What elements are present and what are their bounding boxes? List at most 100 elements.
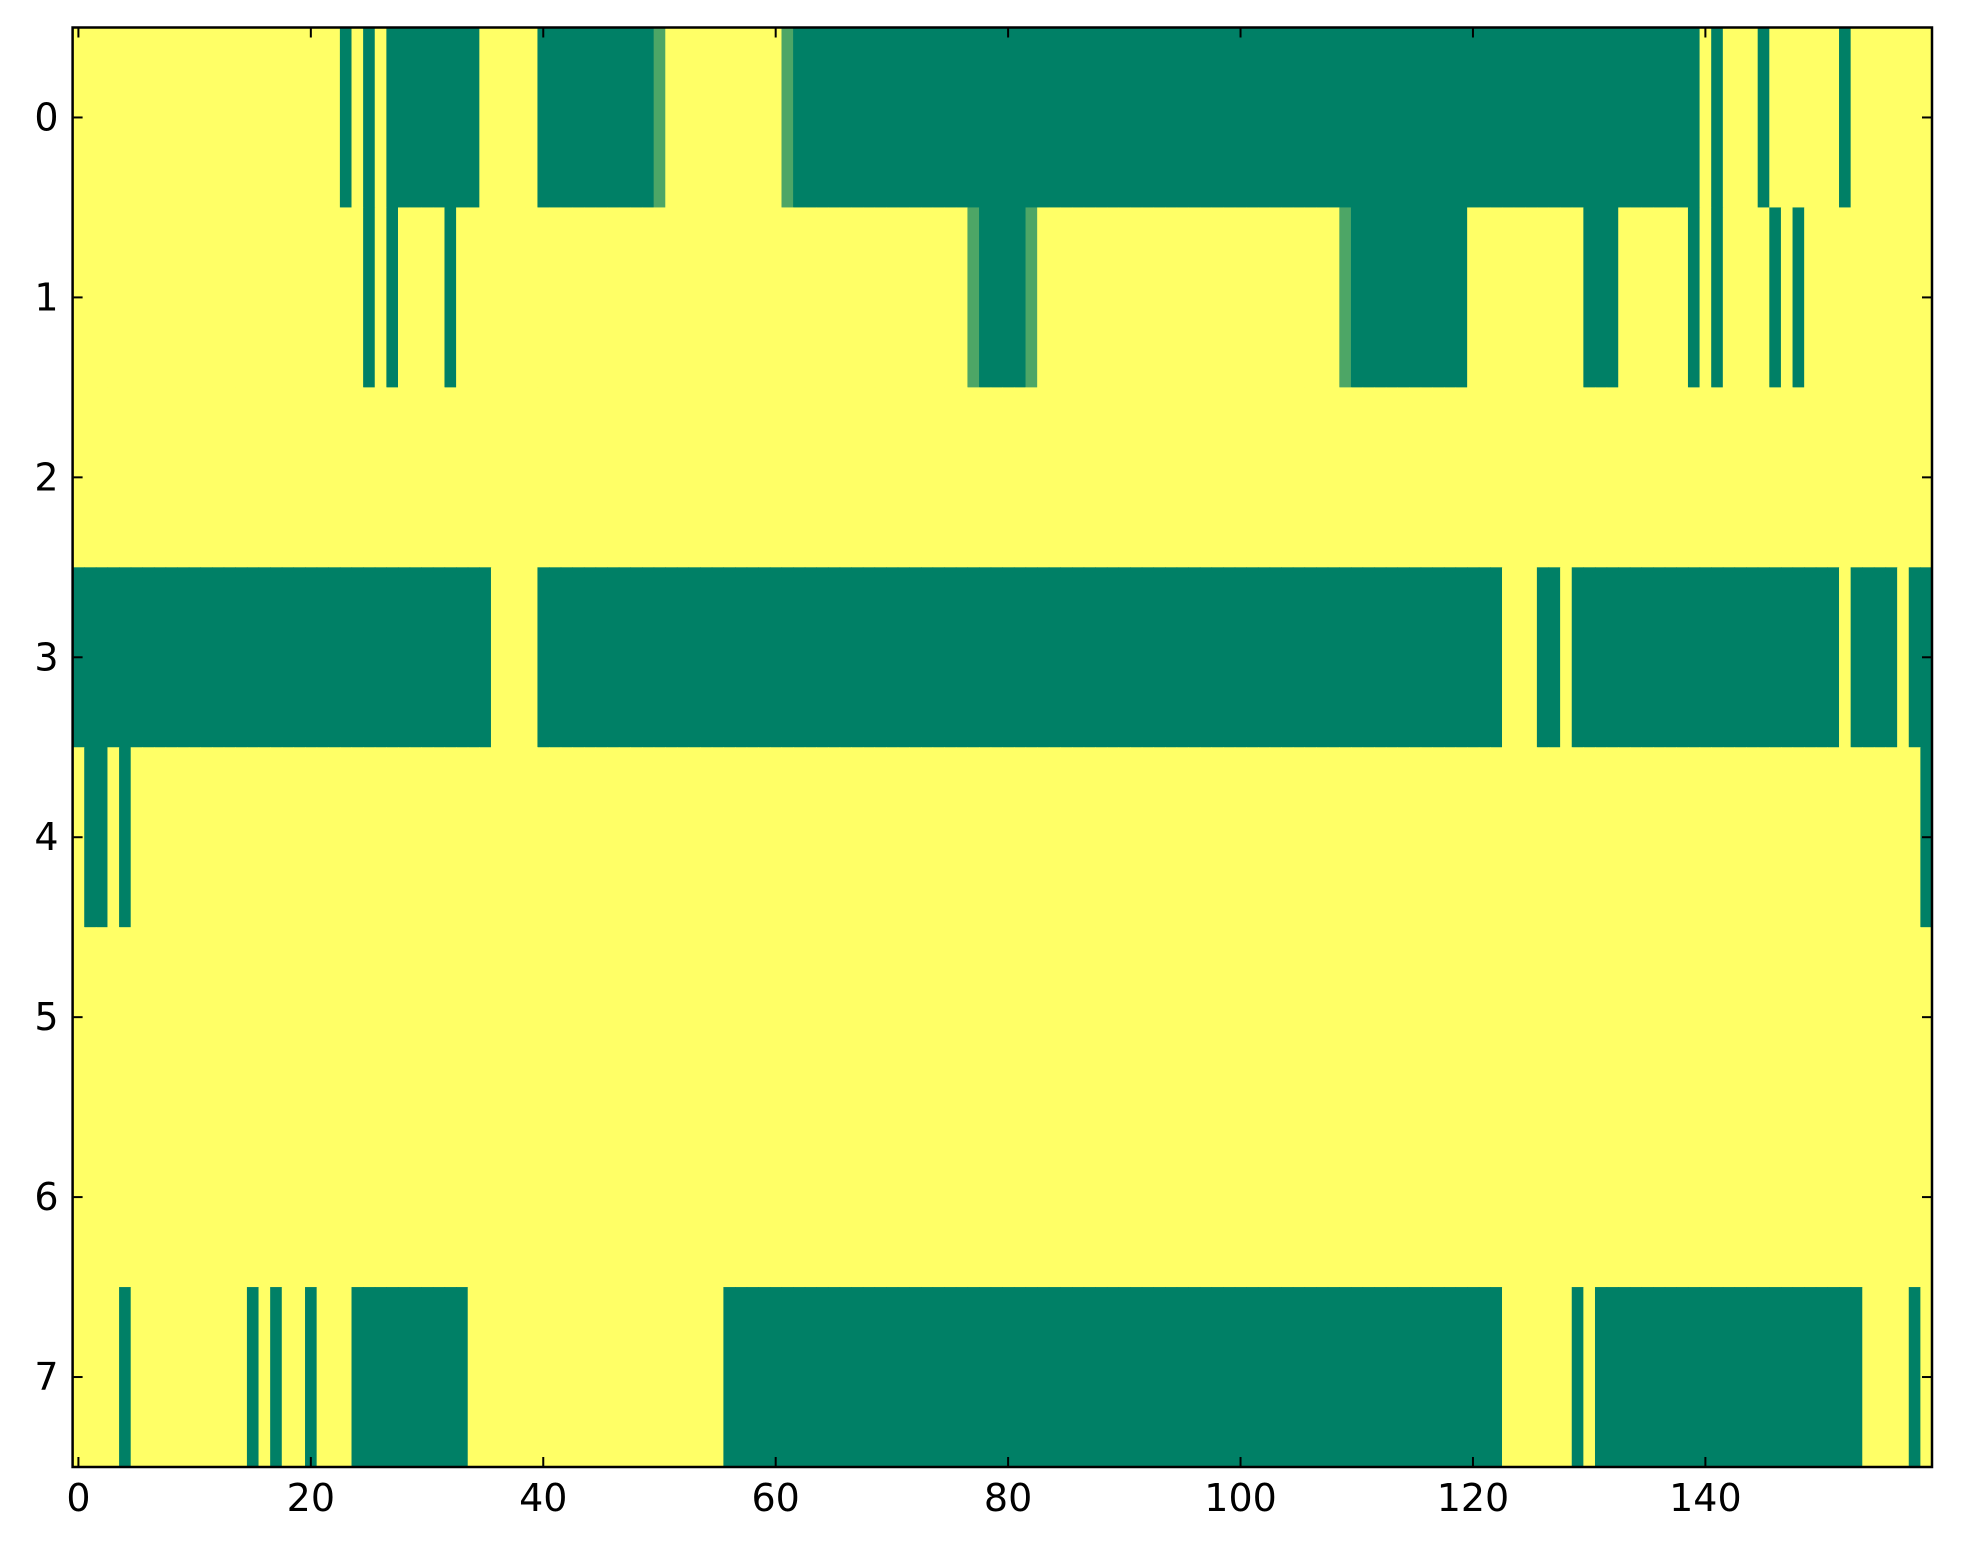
heatmap-cell [746, 927, 759, 1108]
heatmap-cell [84, 927, 97, 1108]
heatmap-cell [537, 747, 550, 928]
heatmap-cell [188, 1107, 202, 1288]
heatmap-cell [119, 207, 132, 388]
heatmap-cell [339, 207, 353, 388]
heatmap-cell [793, 747, 806, 928]
heatmap-cell [525, 927, 539, 1108]
heatmap-cell [258, 387, 271, 568]
heatmap-cell [328, 1287, 341, 1468]
heatmap-cell [735, 387, 748, 568]
heatmap-cell [467, 567, 480, 748]
heatmap-cell [1490, 567, 1503, 748]
heatmap-cell [165, 927, 178, 1108]
heatmap-cell [1641, 1107, 1654, 1288]
heatmap-cell [188, 207, 202, 388]
heatmap-cell [165, 567, 178, 748]
heatmap-cell [1873, 387, 1887, 568]
heatmap-cell [84, 27, 97, 209]
heatmap-cell [1560, 567, 1573, 748]
heatmap-cell [746, 567, 759, 748]
heatmap-cell [676, 567, 690, 748]
heatmap-cell [1385, 1107, 1399, 1288]
heatmap-cell [1711, 207, 1724, 388]
heatmap-cell [1583, 567, 1596, 748]
heatmap-cell [839, 567, 852, 748]
heatmap-cell [607, 27, 620, 209]
heatmap-cell [1757, 747, 1770, 928]
heatmap-cell [1629, 747, 1643, 928]
heatmap-cell [1757, 1107, 1770, 1288]
heatmap-cell [1211, 207, 1224, 388]
heatmap-cell [1002, 747, 1015, 928]
heatmap-cell [700, 27, 713, 209]
heatmap-cell [281, 27, 295, 209]
heatmap-cell [653, 27, 666, 209]
heatmap-cell [409, 387, 422, 568]
heatmap-cell [1118, 567, 1131, 748]
heatmap-cell [967, 387, 980, 568]
heatmap-cell [793, 1107, 806, 1288]
heatmap-cell [293, 387, 306, 568]
heatmap-cell [1664, 567, 1677, 748]
heatmap-cell [583, 207, 597, 388]
heatmap-cell [153, 27, 167, 209]
heatmap-cell [1420, 747, 1433, 928]
heatmap-cell [107, 27, 120, 209]
heatmap-cell [1420, 1287, 1433, 1468]
heatmap-cell [1223, 1287, 1236, 1468]
heatmap-cell [1699, 747, 1712, 928]
heatmap-cell [1013, 207, 1027, 388]
heatmap-cell [572, 567, 585, 748]
heatmap-cell [932, 747, 945, 928]
heatmap-cell [246, 747, 260, 928]
heatmap-cell [862, 567, 876, 748]
heatmap-cell [200, 1287, 213, 1468]
heatmap-cell [316, 747, 329, 928]
heatmap-cell [1002, 387, 1015, 568]
heatmap-cell [514, 387, 527, 568]
heatmap-cell [862, 207, 876, 388]
heatmap-cell [1606, 207, 1619, 388]
heatmap-cell [514, 1107, 527, 1288]
heatmap-cell [781, 27, 794, 209]
heatmap-cell [955, 747, 969, 928]
heatmap-cell [1502, 567, 1515, 748]
heatmap-cell [1316, 747, 1329, 928]
heatmap-cell [1478, 1107, 1491, 1288]
heatmap-cell [95, 207, 109, 388]
heatmap-cell [1083, 207, 1096, 388]
heatmap-cell [281, 387, 295, 568]
heatmap-cell [1734, 27, 1747, 209]
heatmap-cell [711, 387, 724, 568]
heatmap-cell [572, 927, 585, 1108]
heatmap-cell [1839, 1107, 1852, 1288]
heatmap-cell [1199, 387, 1213, 568]
heatmap-cell [1502, 747, 1515, 928]
heatmap-cell [758, 1107, 771, 1288]
heatmap-cell [1618, 207, 1631, 388]
heatmap-cell [1862, 747, 1875, 928]
heatmap-cell [700, 927, 713, 1108]
heatmap-cell [212, 567, 225, 748]
heatmap-cell [1002, 27, 1015, 209]
heatmap-cell [200, 567, 213, 748]
heatmap-cell [1025, 1287, 1038, 1468]
heatmap-cell [839, 747, 852, 928]
heatmap-cell [1792, 1107, 1805, 1288]
heatmap-cell [1769, 567, 1782, 748]
heatmap-cell [1676, 567, 1689, 748]
heatmap-cell [990, 27, 1003, 209]
plot-frame [71, 26, 1934, 1469]
heatmap-cell [932, 27, 945, 209]
heatmap-cell [1048, 27, 1062, 209]
heatmap-cell [665, 1107, 678, 1288]
heatmap-cell [1106, 27, 1120, 209]
heatmap-cell [432, 747, 446, 928]
heatmap-cell [432, 1287, 446, 1468]
heatmap-cell [886, 927, 899, 1108]
heatmap-cell [1664, 27, 1677, 209]
heatmap-cell [537, 207, 550, 388]
heatmap-cell [467, 387, 480, 568]
heatmap-cell [328, 27, 341, 209]
heatmap-cell [1862, 387, 1875, 568]
